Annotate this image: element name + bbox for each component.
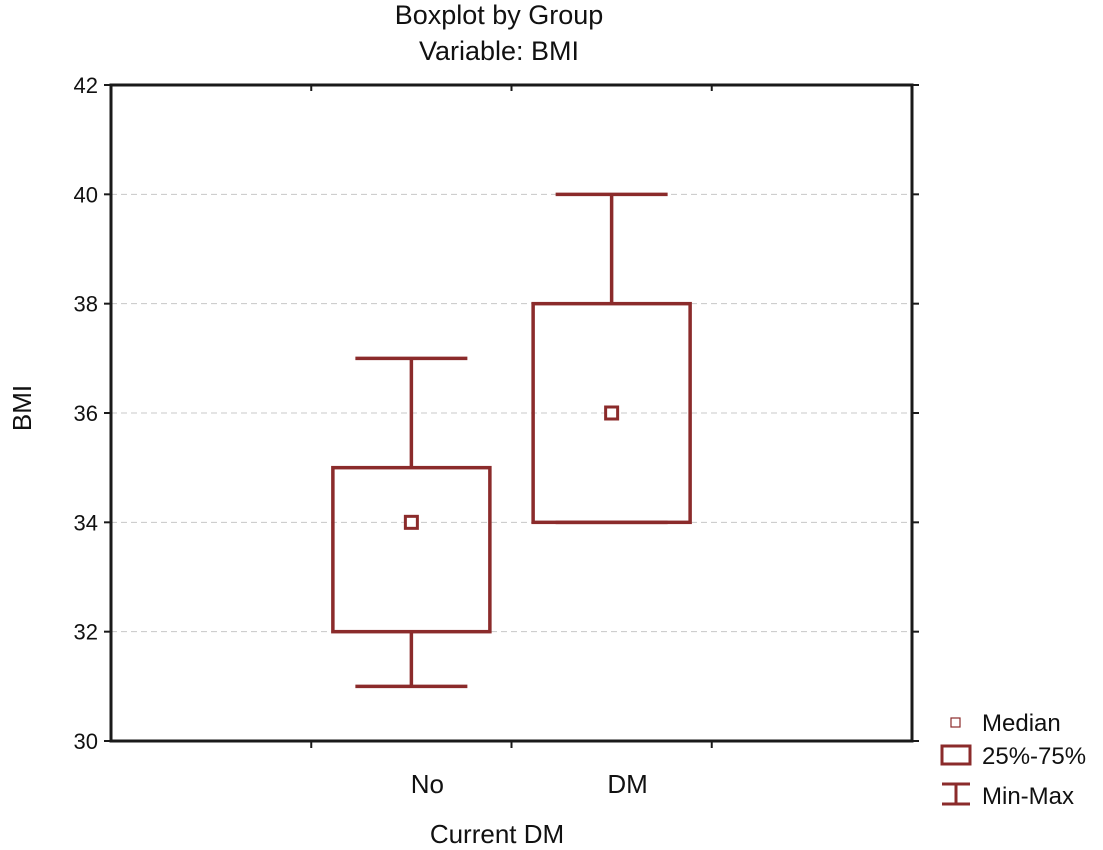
box-groups: No DM	[331, 192, 692, 799]
legend-box-label: 25%-75%	[982, 743, 1086, 770]
chart-title: Boxplot by Group	[395, 0, 604, 30]
legend-median-label: Median	[982, 710, 1061, 737]
y-tick-label: 30	[74, 729, 98, 754]
legend-median-icon	[950, 717, 961, 728]
box-group-dm: DM	[531, 192, 692, 799]
iqr-box	[331, 465, 492, 634]
y-tick-label: 42	[74, 73, 98, 98]
y-tick-label: 36	[74, 401, 98, 426]
grid-lines	[111, 193, 912, 633]
legend-box-icon	[940, 744, 972, 766]
legend-whisker-label: Min-Max	[982, 783, 1074, 810]
x-category-label: DM	[607, 769, 647, 799]
x-category-label: No	[411, 769, 444, 799]
iqr-box	[531, 301, 692, 525]
legend: Median 25%-75% Min-Max	[940, 710, 1086, 810]
chart-subtitle: Variable: BMI	[419, 36, 579, 66]
y-tick-label: 34	[74, 510, 98, 535]
y-tick-label: 38	[74, 292, 98, 317]
x-axis-label: Current DM	[430, 819, 564, 849]
median-marker	[403, 514, 419, 530]
box-group-no: No	[331, 356, 492, 799]
plot-frame	[109, 83, 914, 743]
median-marker	[604, 405, 620, 421]
y-axis-ticks: 30 32 34 36 38 40 42	[74, 73, 919, 754]
y-tick-label: 40	[74, 182, 98, 207]
y-tick-label: 32	[74, 620, 98, 645]
legend-whisker-icon	[942, 782, 970, 806]
y-axis-label: BMI	[7, 385, 37, 431]
